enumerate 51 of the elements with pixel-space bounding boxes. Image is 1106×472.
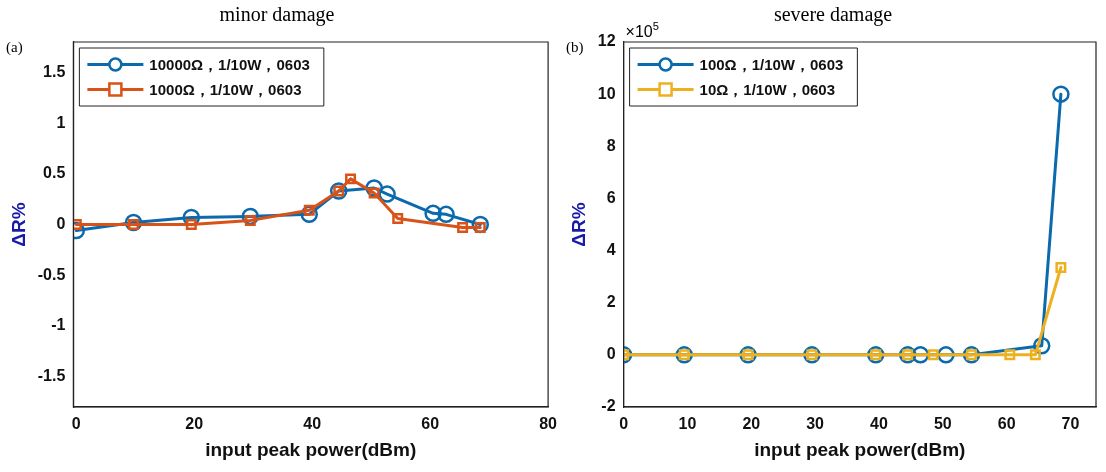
y-tick-label: 0.5 — [43, 164, 66, 182]
point — [345, 173, 357, 185]
y-tick-label: -1 — [51, 316, 66, 334]
y-tick-label: 6 — [606, 188, 616, 206]
x-tick-label: 60 — [997, 415, 1016, 433]
y-axis-title: ΔR% — [7, 202, 29, 247]
x-tick-label: 50 — [933, 415, 952, 433]
y-tick-label: -1.5 — [37, 366, 66, 384]
point — [1029, 349, 1041, 361]
x-tick-label: 40 — [303, 415, 322, 433]
point — [1004, 349, 1016, 361]
point — [927, 349, 939, 361]
x-tick-label: 70 — [1061, 415, 1080, 433]
y-tick-label: -0.5 — [37, 265, 66, 283]
chart-title: severe damage — [773, 3, 893, 27]
point — [424, 204, 442, 223]
point — [437, 205, 455, 224]
y-tick-label: 10 — [597, 84, 616, 102]
x-tick-label: 60 — [421, 415, 440, 433]
y-tick-label: 0 — [56, 214, 66, 232]
legend-label: 10000Ω，1/10W，0603 — [149, 55, 310, 73]
y-tick-label: 1.5 — [43, 62, 66, 80]
x-tick-label: 20 — [185, 415, 204, 433]
chart-title: minor damage — [219, 3, 335, 27]
y-tick-label: 1 — [56, 113, 66, 131]
x-tick-label: 0 — [71, 415, 81, 433]
x-axis-title: input peak power(dBm) — [205, 438, 417, 460]
y-axis-title: ΔR% — [567, 202, 589, 247]
text: (b) — [566, 39, 584, 56]
y-tick-label: 0 — [606, 345, 616, 363]
point — [457, 222, 469, 234]
point — [185, 219, 197, 230]
y-tick-label: 8 — [606, 136, 616, 154]
point — [1055, 262, 1067, 274]
y-tick-label: 12 — [597, 32, 616, 50]
x-tick-label: 30 — [806, 415, 825, 433]
x-tick-label: 0 — [619, 415, 629, 433]
legend-label: 100Ω，1/10W，0603 — [699, 55, 844, 73]
y-tick-label: -2 — [601, 397, 616, 415]
x-tick-label: 40 — [870, 415, 888, 433]
point — [1052, 85, 1070, 103]
x-axis-title: input peak power(dBm) — [754, 438, 966, 460]
point — [392, 212, 404, 224]
y-tick-label: 4 — [606, 240, 616, 258]
legend-label: 1000Ω，1/10W，0603 — [149, 80, 302, 98]
x-tick-label: 80 — [539, 415, 558, 433]
legend-label: 10Ω，1/10W，0603 — [699, 80, 836, 98]
x-tick-label: 20 — [742, 415, 761, 433]
x-tick-label: 10 — [678, 415, 697, 433]
text: (a) — [6, 39, 23, 56]
y-tick-label: 2 — [606, 293, 616, 311]
